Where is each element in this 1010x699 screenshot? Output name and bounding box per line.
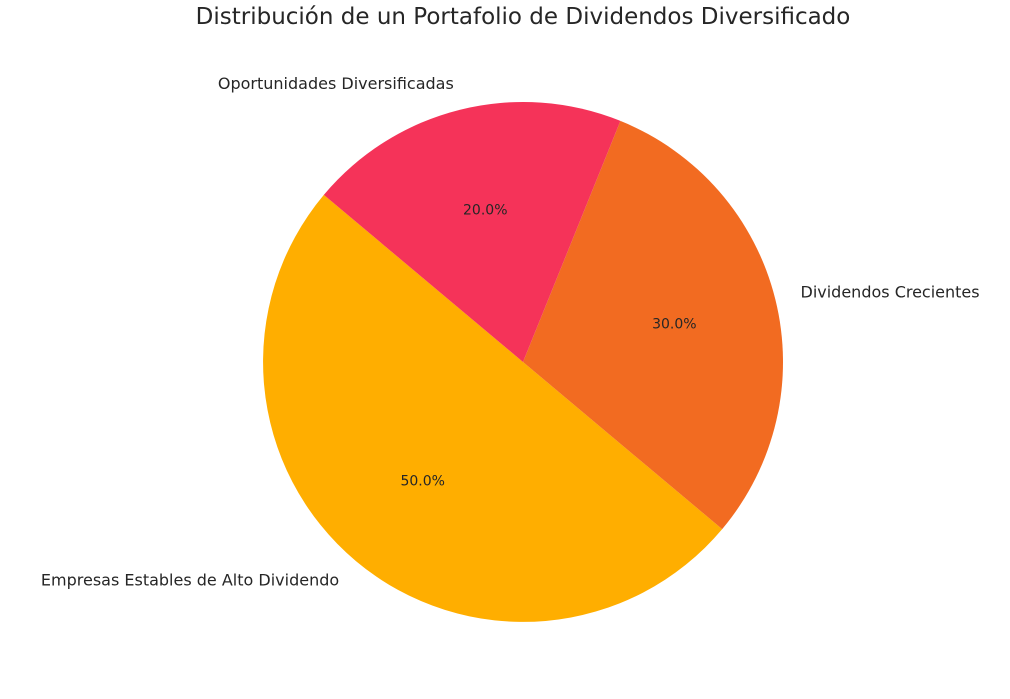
slice-label-oportunidades-diversificadas: Oportunidades Diversificadas [218, 74, 454, 93]
pie-slice-dividendos-crecientes [523, 120, 783, 530]
slice-percent-oportunidades-diversificadas: 20.0% [463, 203, 507, 219]
pie-slice-empresas-estables-de-alto-dividendo [263, 194, 723, 622]
pie-slice-oportunidades-diversificadas [323, 101, 621, 362]
pie-labels: Empresas Estables de Alto Dividendo 50.0%… [41, 74, 980, 590]
slice-label-dividendos-crecientes: Dividendos Crecientes [801, 282, 980, 301]
slice-percent-empresas-estables-de-alto-dividendo: 50.0% [400, 474, 444, 490]
chart-title: Distribución de un Portafolio de Dividen… [195, 4, 851, 30]
pie-slices [263, 101, 783, 622]
slice-percent-dividendos-crecientes: 30.0% [652, 316, 696, 332]
slice-label-empresas-estables-de-alto-dividendo: Empresas Estables de Alto Dividendo [41, 571, 339, 590]
